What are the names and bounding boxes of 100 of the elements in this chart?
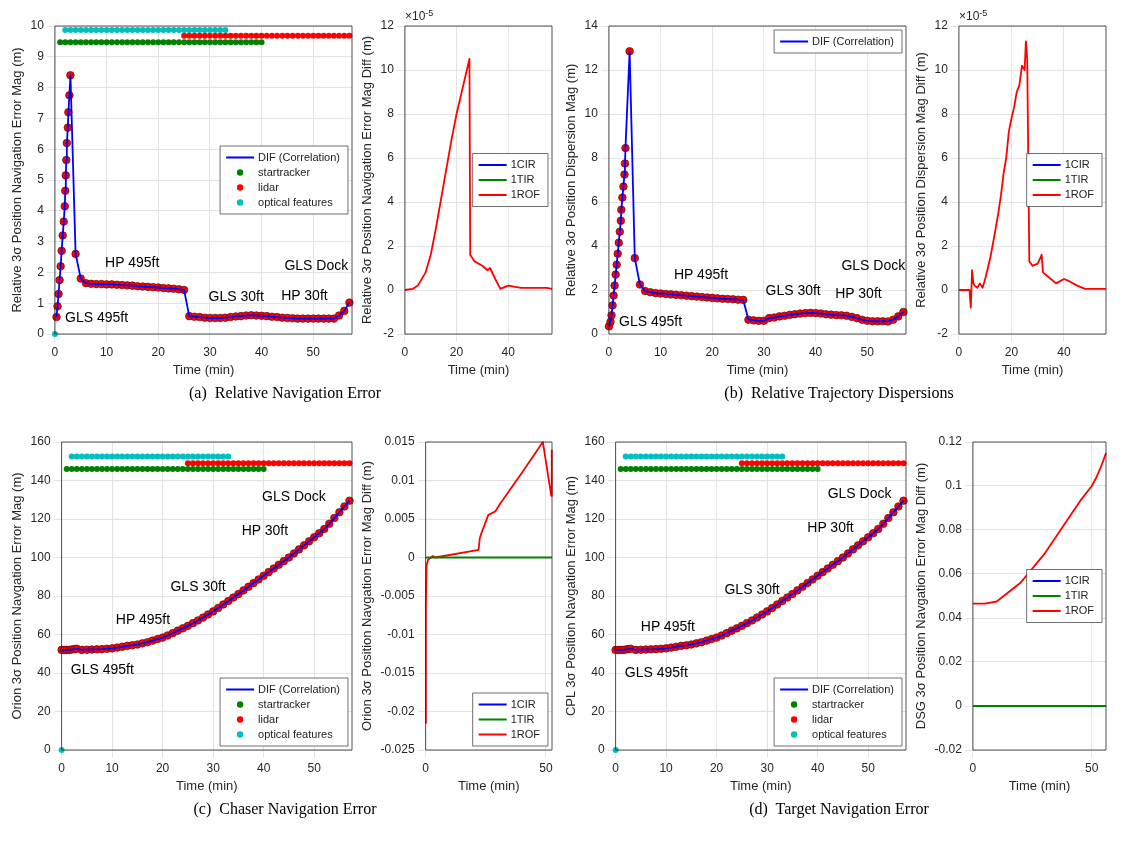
legend-label: DIF (Correlation): [258, 150, 340, 163]
y-tick-label: 140: [30, 472, 51, 487]
y-tick-label: 0.02: [938, 654, 963, 669]
x-axis-title: Time (min): [176, 777, 238, 793]
x-tick-label: 40: [254, 344, 269, 359]
y-tick-label: 14: [584, 18, 599, 33]
y-tick-label: 80: [591, 588, 605, 603]
legend-label: 1CIR: [510, 697, 536, 710]
x-tick-label: 50: [539, 760, 553, 775]
annotation: HP 495ft: [115, 611, 171, 628]
y-tick-label: 0: [591, 326, 599, 341]
legend-label: lidar: [812, 712, 834, 725]
x-tick-label: 0: [969, 760, 977, 775]
y-tick-label: 0: [43, 742, 51, 757]
x-tick-label: 30: [757, 344, 771, 359]
x-tick-label: 30: [760, 760, 775, 775]
x-tick-label: 10: [653, 344, 668, 359]
y-tick-label: 60: [591, 626, 605, 641]
x-tick-label: 40: [256, 760, 271, 775]
legend-label: startracker: [258, 165, 311, 178]
x-tick-label: 0: [422, 760, 430, 775]
y-tick-label: 120: [30, 511, 51, 526]
x-tick-label: 40: [808, 344, 823, 359]
y-tick-label: 8: [37, 79, 45, 94]
y-tick-label: 40: [591, 665, 605, 680]
legend-label: 1CIR: [1064, 158, 1090, 171]
x-tick-label: 40: [810, 760, 825, 775]
y-tick-label: 0: [407, 549, 415, 564]
y-tick-label: 8: [591, 150, 599, 165]
x-tick-label: 40: [1057, 344, 1071, 359]
y-tick-label: 20: [591, 703, 605, 718]
y-tick-label: -0.005: [380, 588, 415, 603]
annotation: GLS 495ft: [624, 663, 688, 680]
y-tick-label: 6: [941, 150, 949, 165]
annotation: HP 30ft: [835, 284, 882, 301]
text: (c) Chaser Navigation Error: [192, 800, 378, 818]
x-axis-title: Time (min): [726, 361, 789, 377]
annotation: GLS 30ft: [765, 281, 821, 298]
x-tick-label: 20: [1004, 344, 1019, 359]
y-tick-label: 0.015: [384, 434, 415, 449]
y-tick-label: 8: [387, 106, 395, 121]
legend-label: DIF (Correlation): [812, 34, 894, 47]
x-tick-label: 30: [206, 760, 221, 775]
y-tick-label: 12: [380, 18, 395, 33]
annotation: GLS Dock: [262, 488, 327, 505]
y-tick-label: 0: [37, 326, 45, 341]
y-tick-label: 0.1: [945, 478, 963, 493]
legend-label: startracker: [812, 697, 865, 710]
annotation: GLS 495ft: [65, 309, 129, 326]
annotation: GLS 495ft: [70, 660, 134, 677]
x-tick-label: 20: [155, 760, 170, 775]
y-tick-label: 7: [37, 110, 45, 125]
y-tick-label: -2: [937, 326, 949, 341]
x-axis-title: Time (min): [730, 777, 792, 793]
legend-label: optical features: [258, 727, 334, 740]
y-axis-title: Orion 3σ Position Navgation Error Mag Diff (m): [359, 460, 375, 732]
y-tick-label: -0.01: [387, 626, 415, 641]
y-tick-label: 10: [380, 62, 395, 77]
x-tick-label: 0: [58, 760, 66, 775]
y-tick-label: 120: [584, 511, 605, 526]
text: (b) Relative Trajectory Dispersions: [723, 384, 955, 402]
y-tick-label: 12: [934, 18, 949, 33]
x-axis-title: Time (min): [447, 361, 510, 377]
y-tick-label: 20: [37, 703, 51, 718]
x-tick-label: 40: [501, 344, 516, 359]
y-tick-label: 4: [941, 194, 949, 209]
y-tick-label: 0: [387, 282, 395, 297]
legend-label: 1CIR: [510, 158, 536, 171]
y-tick-label: 2: [387, 238, 395, 253]
y-tick-label: 5: [37, 172, 45, 187]
y-tick-label: -2: [383, 326, 395, 341]
x-tick-label: 30: [203, 344, 217, 359]
x-tick-label: 50: [1085, 760, 1099, 775]
text: (a) Relative Navigation Error: [188, 384, 382, 402]
y-tick-label: 0.12: [938, 434, 963, 449]
legend-label: 1TIR: [1064, 173, 1089, 186]
x-axis-title: Time (min): [458, 777, 520, 793]
annotation: HP 30ft: [281, 286, 328, 303]
x-tick-label: 10: [659, 760, 674, 775]
annotation: GLS 495ft: [619, 312, 683, 329]
x-tick-label: 20: [449, 344, 464, 359]
legend-label: 1TIR: [510, 712, 535, 725]
y-tick-label: 0: [597, 742, 605, 757]
y-axis-title: Relative 3σ Position Dispersion Mag Diff (m): [913, 52, 929, 308]
y-axis-title: Relative 3σ Position Dispersion Mag (m): [563, 63, 579, 297]
legend-label: DIF (Correlation): [258, 682, 340, 695]
y-tick-label: -0.015: [380, 665, 415, 680]
y-tick-label: 0: [941, 282, 949, 297]
annotation: HP 495ft: [640, 617, 696, 634]
y-tick-label: 1: [37, 295, 45, 310]
y-tick-label: 40: [37, 665, 51, 680]
y-tick-label: 4: [37, 203, 45, 218]
x-tick-label: 0: [612, 760, 620, 775]
legend-label: lidar: [258, 712, 280, 725]
y-tick-label: -0.02: [934, 742, 963, 757]
x-axis-title: Time (min): [172, 361, 235, 377]
legend-label: 1TIR: [1064, 589, 1089, 602]
annotation: GLS Dock: [827, 485, 893, 502]
legend-label: 1ROF: [510, 188, 541, 201]
y-tick-label: 100: [584, 549, 605, 564]
